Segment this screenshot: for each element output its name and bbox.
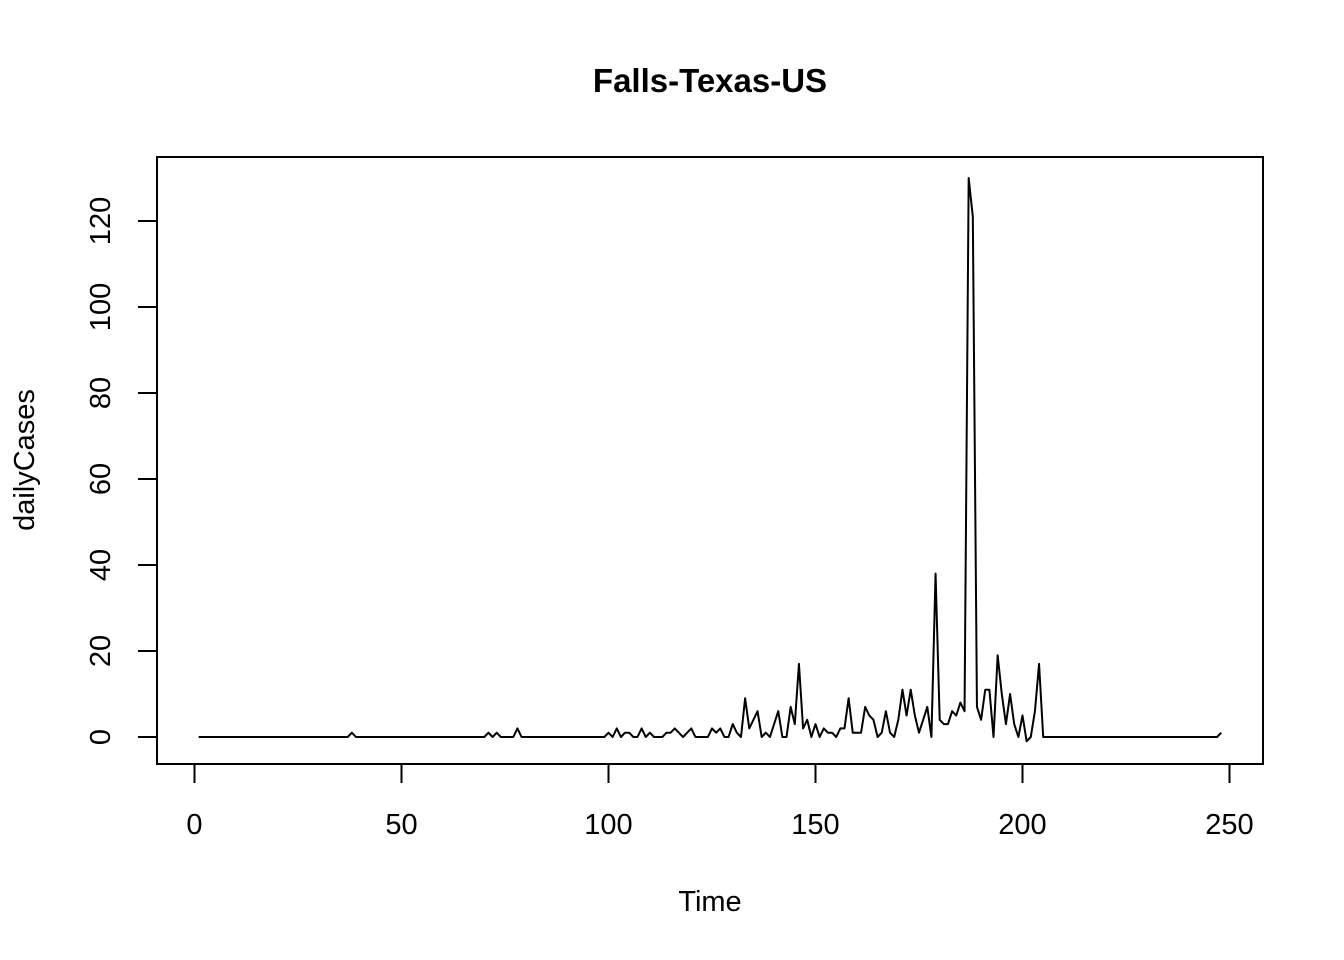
plot-frame [156, 156, 1264, 765]
x-tick-label: 0 [186, 809, 202, 841]
x-tick-label: 50 [385, 809, 417, 841]
x-tick-label: 250 [1205, 809, 1253, 841]
x-tick-label: 150 [791, 809, 839, 841]
y-tick-label: 80 [85, 377, 117, 409]
x-axis-label: Time [678, 886, 741, 918]
data-points [198, 177, 1223, 742]
y-axis: 0 20 40 60 80 100 120 [85, 197, 158, 745]
y-axis-label: dailyCases [9, 389, 41, 531]
y-tick-label: 0 [85, 729, 117, 745]
y-tick-label: 120 [85, 197, 117, 245]
y-tick-label: 100 [85, 283, 117, 331]
y-tick-label: 40 [85, 549, 117, 581]
x-tick-label: 100 [584, 809, 632, 841]
y-tick-label: 60 [85, 463, 117, 495]
x-axis: 0 50 100 150 200 250 [186, 763, 1254, 841]
x-tick-label: 200 [998, 809, 1046, 841]
y-tick-label: 20 [85, 635, 117, 667]
chart-title: Falls-Texas-US [593, 62, 827, 99]
daily-cases-line [198, 177, 1222, 743]
